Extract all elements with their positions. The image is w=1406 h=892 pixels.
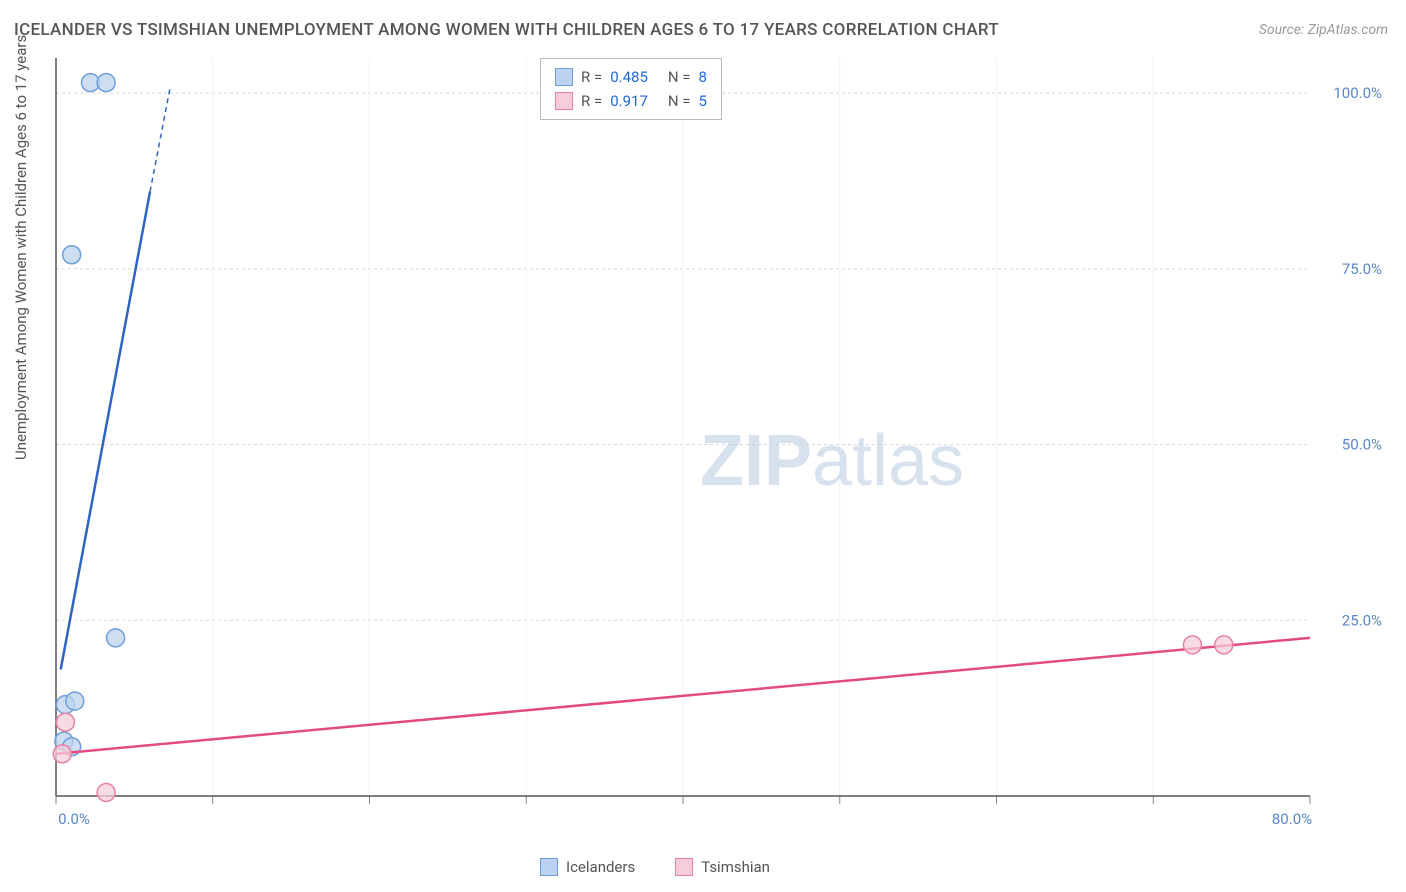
source-label: Source: ZipAtlas.com — [1259, 22, 1388, 38]
chart-title: ICELANDER VS TSIMSHIAN UNEMPLOYMENT AMON… — [14, 20, 999, 40]
svg-text:50.0%: 50.0% — [1342, 436, 1382, 454]
legend-r-value: 0.917 — [610, 92, 648, 110]
legend-n-value: 8 — [699, 68, 707, 86]
legend-correlation-row: R = 0.917 N = 5 — [555, 89, 707, 113]
legend-n-label: N = — [668, 68, 691, 86]
legend-r-label: R = — [581, 92, 602, 110]
legend-correlation-row: R = 0.485 N = 8 — [555, 65, 707, 89]
legend-swatch — [675, 858, 693, 876]
legend-n-label: N = — [668, 92, 691, 110]
legend-n-value: 5 — [699, 92, 707, 110]
svg-text:75.0%: 75.0% — [1342, 260, 1382, 278]
legend-swatch — [555, 92, 573, 110]
legend-series-item: Tsimshian — [675, 858, 770, 876]
y-axis-label: Unemployment Among Women with Children A… — [12, 35, 30, 460]
legend-r-label: R = — [581, 68, 602, 86]
scatter-chart-svg: 25.0% 50.0% 75.0% 100.0% 0.0% 80.0% — [50, 52, 1390, 832]
legend-series: Icelanders Tsimshian — [540, 858, 770, 876]
legend-series-item: Icelanders — [540, 858, 635, 876]
svg-text:25.0%: 25.0% — [1342, 611, 1382, 629]
legend-r-value: 0.485 — [610, 68, 648, 86]
legend-swatch — [540, 858, 558, 876]
svg-text:0.0%: 0.0% — [58, 810, 90, 828]
legend-series-label: Icelanders — [566, 858, 635, 876]
legend-swatch — [555, 68, 573, 86]
svg-text:100.0%: 100.0% — [1333, 84, 1382, 102]
plot-area: 25.0% 50.0% 75.0% 100.0% 0.0% 80.0% — [50, 52, 1390, 832]
legend-correlation-box: R = 0.485 N = 8 R = 0.917 N = 5 — [540, 58, 722, 120]
svg-text:80.0%: 80.0% — [1272, 810, 1312, 828]
legend-series-label: Tsimshian — [701, 858, 770, 876]
